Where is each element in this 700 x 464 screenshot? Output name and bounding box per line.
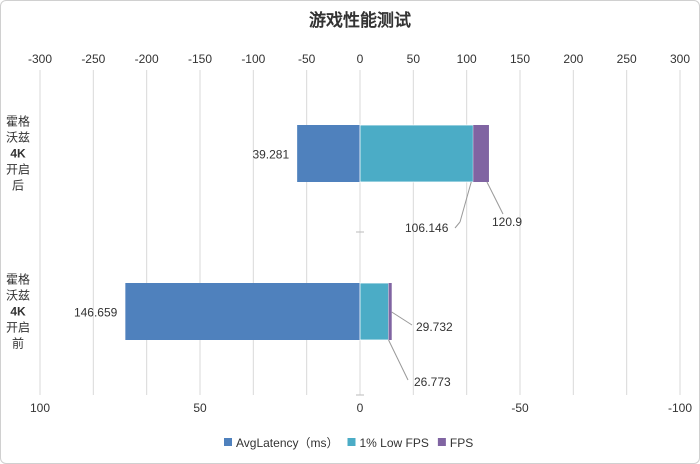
top-axis-tick-label: 0 (357, 52, 364, 66)
legend-label[interactable]: FPS (450, 436, 473, 450)
legend-label[interactable]: 1% Low FPS (360, 436, 429, 450)
data-label-avglatency: 146.659 (74, 306, 118, 320)
data-label-1pct-low-fps: 26.773 (414, 375, 451, 389)
bar-avglatency (125, 283, 360, 340)
legend-swatch (347, 438, 356, 446)
chart-title: 游戏性能测试 (309, 10, 411, 30)
data-label-1pct-low-fps: 106.146 (405, 221, 449, 235)
leader-line (459, 181, 472, 223)
bar-avglatency (297, 125, 360, 182)
leader-line (388, 339, 409, 381)
category-label: 霍格 (6, 272, 30, 287)
top-axis-tick-label: -150 (188, 52, 212, 66)
category-label: 前 (12, 336, 24, 351)
bottom-axis-tick-label: 100 (30, 401, 50, 415)
legend-swatch (224, 438, 232, 446)
bottom-axis-tick-label: -100 (668, 401, 692, 415)
bar-fps (473, 125, 489, 182)
category-label: 开启 (6, 163, 30, 177)
top-axis-tick-label: -200 (135, 52, 159, 66)
top-axis-tick-label: -50 (298, 52, 316, 66)
top-axis-tick-label: 300 (670, 52, 690, 66)
leader-line (486, 181, 504, 215)
bar-fps (388, 283, 392, 340)
legend-label[interactable]: AvgLatency（ms） (236, 436, 339, 450)
top-axis-tick-label: -250 (81, 52, 105, 66)
top-axis-tick-label: -300 (28, 52, 52, 66)
top-axis-tick-label: -100 (241, 52, 265, 66)
data-label-fps: 120.9 (492, 215, 522, 229)
category-label: 4K (10, 147, 26, 161)
bottom-axis-tick-label: 0 (357, 401, 364, 415)
category-label: 霍格 (6, 114, 30, 129)
category-label: 4K (10, 305, 26, 319)
category-label: 沃兹 (6, 131, 30, 145)
bar-1pct-low-fps (359, 282, 389, 341)
top-axis-tick-label: 100 (457, 52, 477, 66)
data-label-fps: 29.732 (416, 320, 453, 334)
top-axis-tick-label: 200 (563, 52, 583, 66)
category-label: 后 (12, 179, 24, 193)
top-axis-tick-label: 150 (510, 52, 530, 66)
category-label: 沃兹 (6, 289, 30, 303)
top-axis-tick-label: 50 (407, 52, 421, 66)
bottom-axis-tick-label: 50 (193, 401, 207, 415)
top-axis-tick-label: 250 (617, 52, 637, 66)
bottom-axis-tick-label: -50 (511, 401, 529, 415)
leader-line (454, 221, 461, 229)
bar-1pct-low-fps (359, 124, 474, 183)
leader-line (391, 311, 413, 326)
legend-swatch (437, 438, 446, 446)
data-label-avglatency: 39.281 (252, 148, 289, 162)
category-label: 开启 (6, 321, 30, 335)
